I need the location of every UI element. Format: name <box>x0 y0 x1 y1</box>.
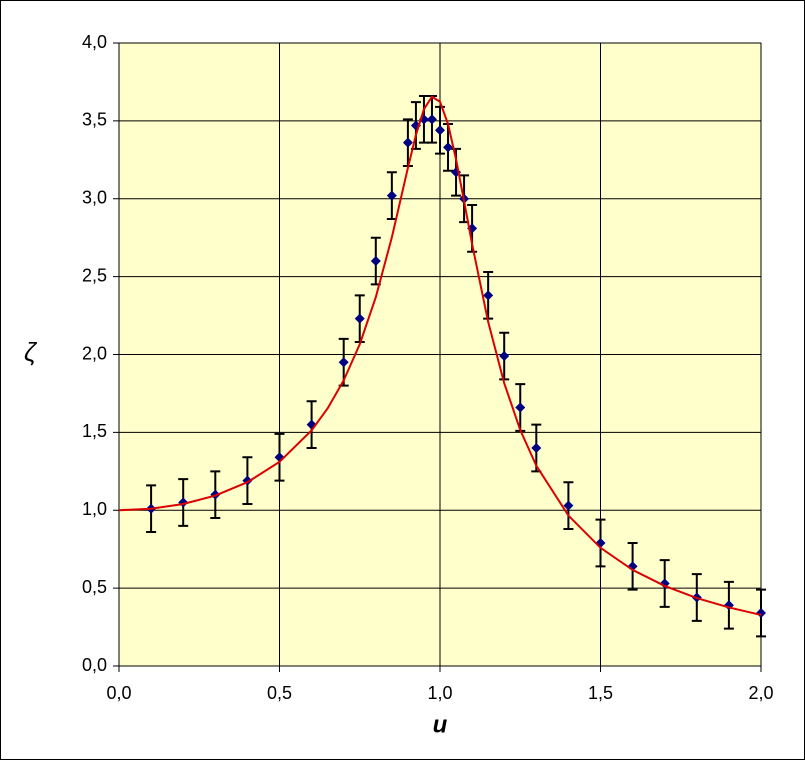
data-point <box>435 125 445 136</box>
data-point <box>402 137 413 148</box>
data-point <box>443 142 454 153</box>
data-point <box>338 357 349 368</box>
data-point <box>515 402 526 413</box>
y-tick-label: 0,5 <box>82 577 107 597</box>
y-tick-label: 3,5 <box>82 110 107 130</box>
data-point <box>531 442 542 453</box>
data-point <box>499 351 510 362</box>
y-tick-label: 4,0 <box>82 32 107 52</box>
data-point <box>756 608 766 619</box>
y-tick-label: 0,0 <box>82 655 107 675</box>
x-tick-label: 2,0 <box>748 683 773 703</box>
data-point <box>370 256 381 267</box>
x-tick-label: 0,5 <box>267 683 292 703</box>
x-axis-label: u <box>433 711 448 738</box>
y-axis-label: ζ <box>24 337 38 367</box>
x-tick-label: 0,0 <box>106 683 131 703</box>
y-tick-label: 1,5 <box>82 421 107 441</box>
data-point <box>426 114 437 125</box>
x-tick-label: 1,0 <box>427 683 452 703</box>
y-tick-label: 2,0 <box>82 343 107 363</box>
y-tick-label: 3,0 <box>82 188 107 208</box>
y-tick-label: 2,5 <box>82 265 107 285</box>
data-point <box>483 290 494 301</box>
x-tick-label: 1,5 <box>588 683 613 703</box>
fit-curve <box>118 95 762 616</box>
y-tick-label: 1,0 <box>82 499 107 519</box>
data-point <box>386 190 397 201</box>
data-point <box>354 313 365 324</box>
data-point <box>563 500 574 511</box>
